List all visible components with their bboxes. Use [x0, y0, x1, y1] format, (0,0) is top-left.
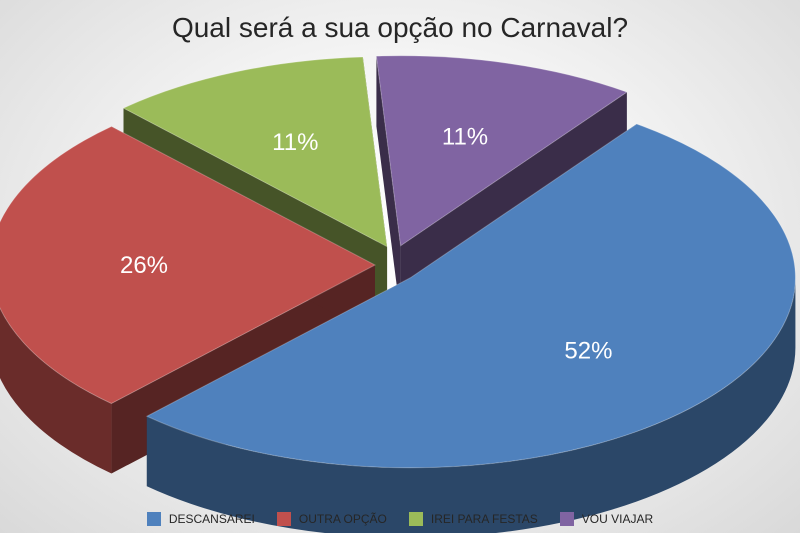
legend-swatch: [408, 512, 423, 526]
pie-label-layer: 52% 26% 11% 11%: [120, 123, 612, 364]
legend-label: DESCANSAREI: [168, 512, 255, 526]
pie-slice-side-outra-opcao-0: [0, 307, 112, 474]
pie-slice-vou-viajar: [375, 55, 628, 247]
pie-top-layer: [0, 55, 796, 469]
legend-item-vou-viajar: VOU VIAJAR: [559, 512, 654, 526]
legend-swatch: [276, 512, 291, 526]
legend-label: IREI PARA FESTAS: [430, 512, 538, 526]
data-label-descansarei: 52%: [564, 337, 612, 364]
chart-title: Qual será a sua opção no Carnaval?: [171, 12, 629, 43]
data-label-outra-opcao: 26%: [120, 252, 168, 279]
data-label-irei-para-festas: 11%: [272, 129, 318, 156]
pie-slice-descansarei: [145, 123, 796, 469]
legend-swatch: [559, 512, 574, 526]
legend-label: VOU VIAJAR: [581, 512, 654, 526]
legend-item-outra-opcao: OUTRA OPÇÃO: [276, 512, 387, 526]
data-label-vou-viajar: 11%: [442, 123, 488, 150]
legend-swatch: [146, 512, 161, 526]
pie-slice-outra-opcao: [0, 125, 377, 405]
legend-item-irei-para-festas: IREI PARA FESTAS: [408, 512, 538, 526]
legend-label: OUTRA OPÇÃO: [298, 512, 387, 526]
legend-item-descansarei: DESCANSAREI: [146, 512, 255, 526]
chart-legend: DESCANSAREI OUTRA OPÇÃO IREI PARA FESTAS…: [0, 512, 800, 526]
pie-slice-irei-para-festas: [122, 56, 388, 248]
pie-slice-wall-vou-viajar-0: [376, 56, 401, 316]
pie-slice-side-descansarei-0: [146, 277, 796, 533]
